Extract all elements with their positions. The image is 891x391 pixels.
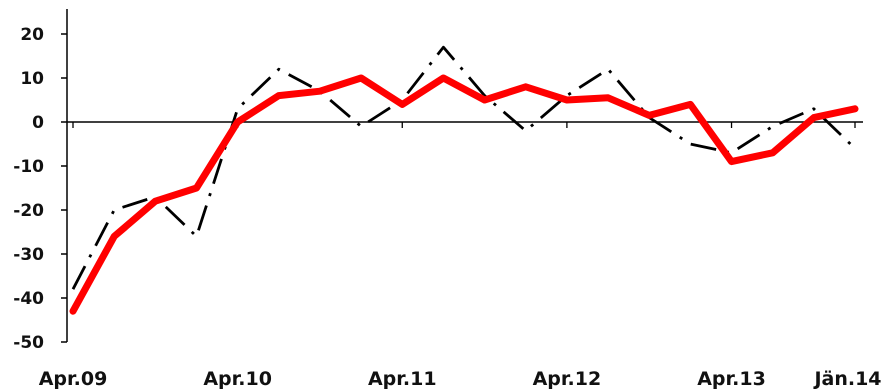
y-tick-label: -10: [13, 157, 44, 177]
y-tick-label: 20: [20, 25, 44, 45]
x-tick-label: Apr.11: [368, 368, 437, 390]
x-tick-label: Apr.12: [533, 368, 602, 390]
x-axis: Apr.09 Apr.10 Apr.11 Apr.12 Apr.13 Jän.14: [39, 121, 882, 390]
y-tick-label: -20: [13, 201, 44, 221]
x-tick-label: Apr.13: [697, 368, 766, 390]
y-tick-label: 0: [32, 113, 44, 133]
series-line-1: [71, 45, 856, 290]
x-tick-label: Apr.09: [39, 368, 108, 390]
series-line-2: [69, 74, 859, 315]
y-tick-label: -30: [13, 245, 44, 265]
series-lines: [69, 45, 859, 315]
y-tick-label: -50: [13, 333, 44, 353]
x-tick-label: Jän.14: [812, 368, 881, 390]
x-tick-label: Apr.10: [203, 368, 272, 390]
y-axis: 20 10 0 -10 -20 -30 -40 -50: [13, 9, 68, 353]
y-tick-label: -40: [13, 289, 44, 309]
y-tick-label: 10: [20, 69, 44, 89]
